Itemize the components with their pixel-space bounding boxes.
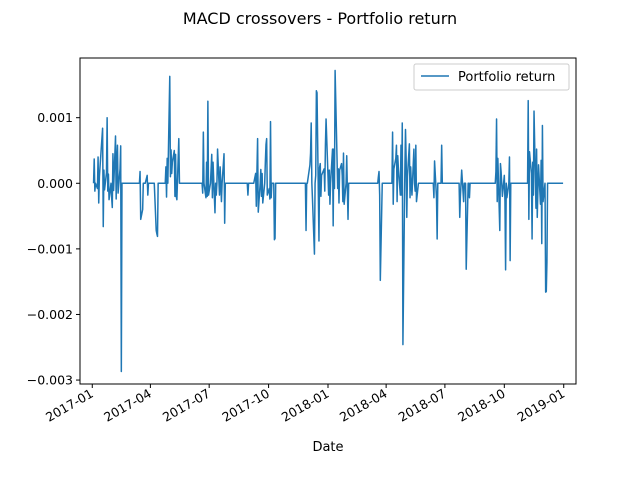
series-line-portfolio-return bbox=[92, 69, 564, 373]
y-tick-label: 0.001 bbox=[37, 110, 73, 125]
y-tick-label: 0.000 bbox=[37, 176, 73, 191]
y-tick-label: −0.002 bbox=[27, 307, 73, 322]
legend-box bbox=[413, 63, 570, 91]
legend-label-portfolio-return: Portfolio return bbox=[458, 70, 555, 85]
y-tick-label: −0.003 bbox=[27, 373, 73, 388]
chart-title: MACD crossovers - Portfolio return bbox=[183, 9, 457, 28]
legend: Portfolio return bbox=[413, 63, 570, 91]
x-axis-label: Date bbox=[312, 440, 343, 455]
y-tick-label: −0.001 bbox=[27, 241, 73, 256]
